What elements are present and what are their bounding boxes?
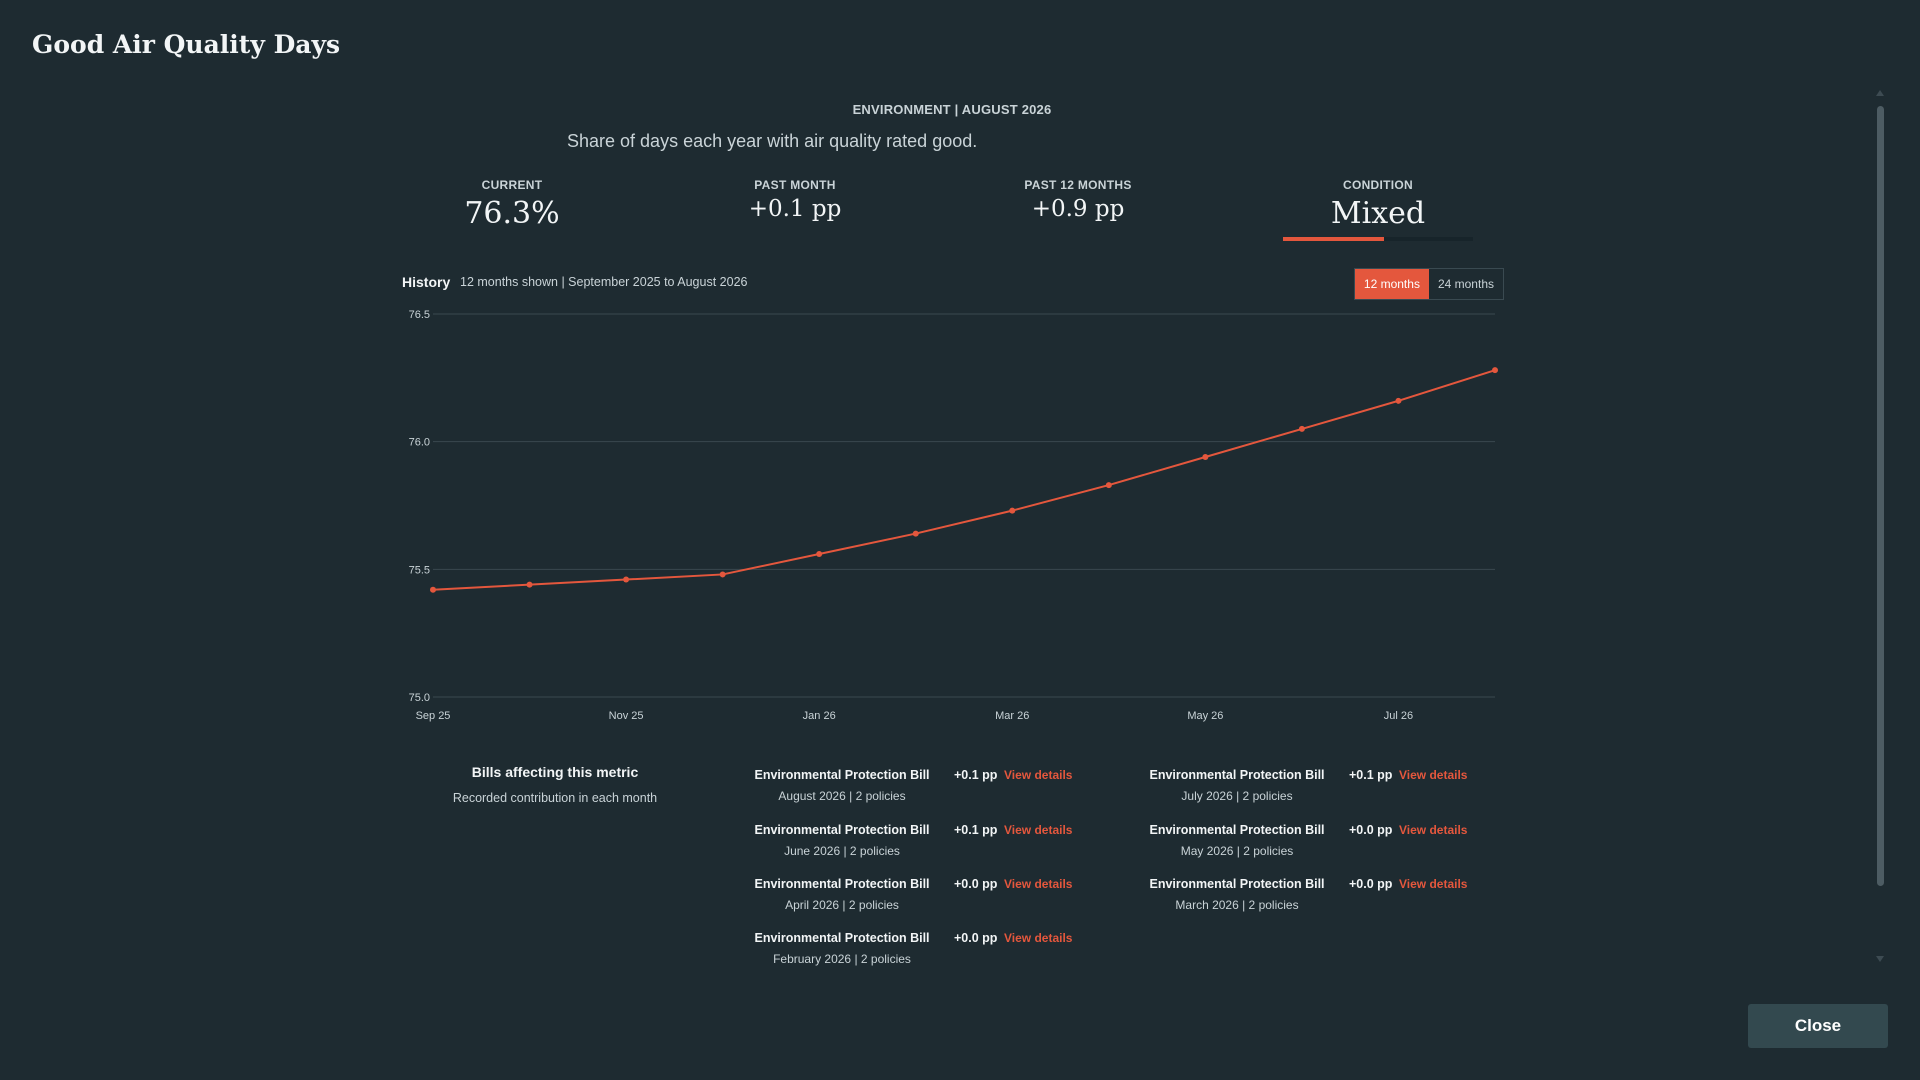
data-point <box>526 581 533 588</box>
bills-intro: Bills affecting this metric Recorded con… <box>402 764 708 805</box>
bill-meta: August 2026 | 2 policies <box>778 789 906 803</box>
bill-name: Environmental Protection Bill <box>1149 877 1325 891</box>
data-point <box>1202 453 1209 460</box>
y-tick-label: 75.0 <box>409 692 430 704</box>
view-details-link[interactable]: View details <box>1004 768 1073 782</box>
x-tick-label: May 26 <box>1187 710 1223 722</box>
bills-subtitle: Recorded contribution in each month <box>452 791 658 805</box>
history-chart: 75.0 75.5 76.0 76.5 Sep 25 Nov 25 Jan 26 Mar 26… <box>402 298 1502 728</box>
bill-item: Environmental Protection Bill March 2026… <box>1147 865 1502 912</box>
window-title: Good Air Quality Days <box>32 30 341 59</box>
metric-content: ENVIRONMENT | AUGUST 2026 Share of days … <box>402 96 1504 728</box>
range-12-months-button[interactable]: 12 months <box>1354 269 1429 299</box>
stat-current: CURRENT 76.3% <box>402 178 622 231</box>
bill-item: Environmental Protection Bill May 2026 |… <box>1147 811 1502 858</box>
view-details-link[interactable]: View details <box>1004 877 1073 891</box>
bill-meta: February 2026 | 2 policies <box>773 952 911 966</box>
view-details-link[interactable]: View details <box>1399 877 1468 891</box>
bill-name: Environmental Protection Bill <box>1149 768 1325 782</box>
history-header: History 12 months shown | September 2025… <box>402 266 1504 300</box>
category-date-label: ENVIRONMENT | AUGUST 2026 <box>852 102 1052 117</box>
bills-section: Bills affecting this metric Recorded con… <box>402 756 1502 968</box>
bill-item: Environmental Protection Bill August 202… <box>752 756 1132 803</box>
bill-delta: +0.0 pp <box>954 931 998 945</box>
scroll-up-icon[interactable] <box>1876 90 1884 96</box>
stat-value: +0.9 pp <box>1031 196 1125 222</box>
data-point <box>1009 507 1016 514</box>
data-point <box>1492 367 1498 374</box>
x-tick-label: Nov 25 <box>609 710 644 722</box>
close-button[interactable]: Close <box>1748 1004 1888 1048</box>
view-details-link[interactable]: View details <box>1399 768 1468 782</box>
bill-name: Environmental Protection Bill <box>1149 823 1325 837</box>
condition-meter <box>1283 237 1473 241</box>
stats-row: CURRENT 76.3% PAST MONTH +0.1 pp PAST 12… <box>402 178 1502 258</box>
y-tick-label: 76.5 <box>409 309 430 321</box>
view-details-link[interactable]: View details <box>1004 823 1073 837</box>
bill-name: Environmental Protection Bill <box>754 823 930 837</box>
bill-meta: April 2026 | 2 policies <box>785 898 899 912</box>
history-title: History <box>402 274 451 290</box>
bill-name: Environmental Protection Bill <box>754 931 930 945</box>
bill-name: Environmental Protection Bill <box>754 768 930 782</box>
bill-meta: July 2026 | 2 policies <box>1181 789 1293 803</box>
condition-meter-fill <box>1283 237 1384 241</box>
data-point <box>623 576 630 583</box>
bill-delta: +0.0 pp <box>1349 823 1393 837</box>
bill-delta: +0.0 pp <box>954 877 998 891</box>
bill-delta: +0.1 pp <box>1349 768 1393 782</box>
scroll-thumb[interactable] <box>1877 106 1884 886</box>
scroll-down-icon[interactable] <box>1876 956 1884 962</box>
y-tick-label: 76.0 <box>409 437 430 449</box>
data-point <box>719 571 726 578</box>
history-range: 12 months shown | September 2025 to Augu… <box>460 275 748 289</box>
stat-value: +0.1 pp <box>748 196 842 222</box>
bill-meta: March 2026 | 2 policies <box>1175 898 1299 912</box>
data-point <box>1105 482 1112 489</box>
data-point <box>1395 397 1402 404</box>
bill-delta: +0.1 pp <box>954 823 998 837</box>
bills-title: Bills affecting this metric <box>471 764 639 780</box>
data-point <box>816 551 823 558</box>
x-tick-label: Jul 26 <box>1384 710 1413 722</box>
y-tick-label: 75.5 <box>409 564 430 576</box>
bill-meta: May 2026 | 2 policies <box>1180 844 1294 858</box>
data-point <box>912 530 919 537</box>
series-line <box>432 369 1496 591</box>
x-tick-label: Jan 26 <box>803 710 836 722</box>
data-point <box>430 586 436 593</box>
bill-item: Environmental Protection Bill July 2026 … <box>1147 756 1502 803</box>
data-point <box>1298 425 1305 432</box>
stat-value: 76.3% <box>464 196 560 231</box>
stat-label: PAST 12 MONTHS <box>1024 178 1132 192</box>
stat-past-month: PAST MONTH +0.1 pp <box>685 178 905 222</box>
stat-past-12-months: PAST 12 MONTHS +0.9 pp <box>968 178 1188 222</box>
history-line-chart: 75.0 75.5 76.0 76.5 Sep 25 Nov 25 Jan 26 Mar 26… <box>409 309 1498 722</box>
x-tick-label: Mar 26 <box>995 710 1029 722</box>
stat-label: CONDITION <box>1342 178 1414 192</box>
range-toggle: 12 months 24 months <box>1353 268 1504 300</box>
vertical-scrollbar[interactable] <box>1873 88 1887 964</box>
bill-meta: June 2026 | 2 policies <box>784 844 900 858</box>
stat-condition: CONDITION Mixed <box>1268 178 1488 241</box>
view-details-link[interactable]: View details <box>1004 931 1073 945</box>
metric-description: Share of days each year with air quality… <box>567 131 978 151</box>
x-tick-label: Sep 25 <box>416 710 451 722</box>
bill-name: Environmental Protection Bill <box>754 877 930 891</box>
stat-label: CURRENT <box>481 178 543 192</box>
bill-item: Environmental Protection Bill June 2026 … <box>752 811 1132 858</box>
stat-value: Mixed <box>1330 196 1426 231</box>
bill-item: Environmental Protection Bill April 2026… <box>752 865 1132 912</box>
bill-delta: +0.1 pp <box>954 768 998 782</box>
range-24-months-button[interactable]: 24 months <box>1437 277 1494 291</box>
view-details-link[interactable]: View details <box>1399 823 1468 837</box>
stat-label: PAST MONTH <box>754 178 836 192</box>
bill-delta: +0.0 pp <box>1349 877 1393 891</box>
bill-item: Environmental Protection Bill February 2… <box>752 919 1132 966</box>
